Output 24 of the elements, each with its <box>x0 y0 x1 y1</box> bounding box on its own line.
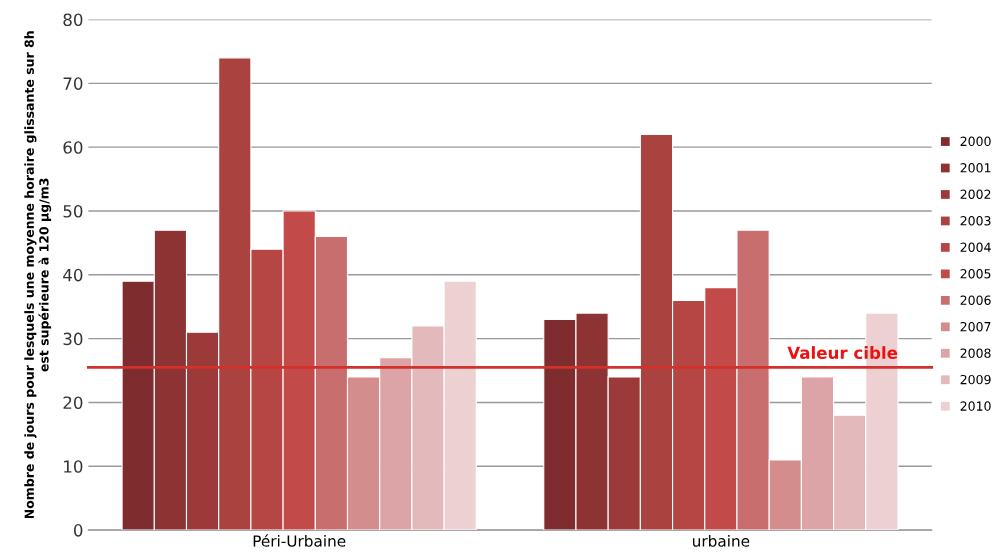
legend-label: 2007 <box>960 321 991 332</box>
y-tick-label: 10 <box>64 460 83 473</box>
y-tick-label: 50 <box>63 204 83 218</box>
y-tick-label: 80 <box>63 13 83 27</box>
y-axis-title: Nombre de jours pour lesquels une moyenne horaire glissante sur 8h est supérieure à 120 µg/m3 <box>24 31 52 519</box>
ref-line-label: Valeur cible <box>787 346 898 360</box>
legend-label: 2004 <box>960 242 991 252</box>
legend-label: 2003 <box>960 216 991 226</box>
y-tick-label: 20 <box>63 396 83 410</box>
y-tick-label: 0 <box>73 524 83 537</box>
legend-label: 2009 <box>960 374 991 385</box>
legend-label: 2010 <box>960 401 991 411</box>
legend-label: 2008 <box>960 348 991 358</box>
legend-label: 2006 <box>960 295 991 305</box>
y-tick-label: 40 <box>63 268 83 282</box>
x-tick-label: urbaine <box>692 534 750 547</box>
y-tick-label: 30 <box>63 332 83 346</box>
x-tick-label: Péri-Urbaine <box>253 534 346 547</box>
legend-label: 2002 <box>960 189 991 200</box>
legend-label: 2005 <box>960 268 991 279</box>
y-tick-label: 60 <box>63 141 83 154</box>
y-tick-label: 70 <box>63 77 83 90</box>
legend-label: 2001 <box>960 163 991 173</box>
legend-label: 2000 <box>960 136 991 147</box>
